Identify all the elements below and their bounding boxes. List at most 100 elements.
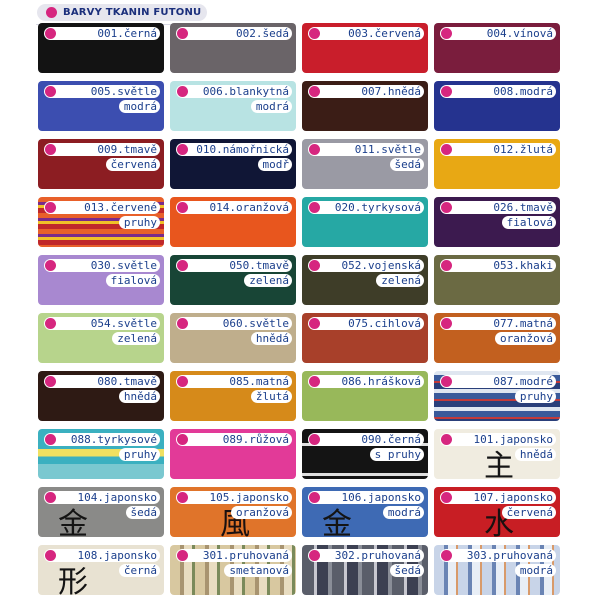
fabric-japan-brown[interactable]: 主 101.japonsko hnědá: [434, 429, 560, 479]
swatch-label-line: 303.pruhovaná: [440, 549, 556, 562]
swatch-name-continued: fialová: [105, 274, 160, 287]
swatch-label: 088.tyrkysové pruhy: [44, 433, 160, 463]
bullet-icon: [441, 202, 452, 213]
swatch-label: 004.vínová: [440, 27, 556, 42]
fabric-dark-red[interactable]: 009.tmavě červená: [38, 139, 164, 189]
swatch-label: 085.matná žlutá: [176, 375, 292, 405]
bullet-icon: [309, 86, 320, 97]
fabric-japan-blue[interactable]: 金 106.japonsko modrá: [302, 487, 428, 537]
bullet-icon: [177, 144, 188, 155]
bullet-icon: [45, 28, 56, 39]
fabric-brick[interactable]: 075.cihlová: [302, 313, 428, 363]
fabric-japan-red[interactable]: 水 107.japonsko červená: [434, 487, 560, 537]
swatch-code-name: 086.hrášková: [341, 375, 421, 388]
fabric-red[interactable]: 003.červená: [302, 23, 428, 73]
fabric-dark-green[interactable]: 050.tmavě zelená: [170, 255, 296, 305]
fabric-grey[interactable]: 002.šedá: [170, 23, 296, 73]
fabric-wine[interactable]: 004.vínová: [434, 23, 560, 73]
swatch-label-line: 013.červené: [44, 201, 160, 214]
swatch-label-line: 302.pruhovaná: [308, 549, 424, 562]
swatch-label: 060.světle hnědá: [176, 317, 292, 347]
swatch-label: 009.tmavě červená: [44, 143, 160, 173]
swatch-label-line: 301.pruhovaná: [176, 549, 292, 562]
swatch-label-line: 006.blankytná: [176, 85, 292, 98]
swatch-label: 011.světle šedá: [308, 143, 424, 173]
fabric-dark-brown[interactable]: 080.tmavě hnědá: [38, 371, 164, 421]
fabric-light-grey[interactable]: 011.světle šedá: [302, 139, 428, 189]
swatch-name-continued: pruhy: [118, 448, 160, 461]
bullet-icon: [177, 202, 188, 213]
swatch-label-line: 060.světle: [176, 317, 292, 330]
swatch-label: 005.světle modrá: [44, 85, 160, 115]
bullet-icon: [177, 550, 188, 561]
swatch-name-continued: žlutá: [250, 390, 292, 403]
fabric-turquoise[interactable]: 020.tyrkysová: [302, 197, 428, 247]
fabric-light-purple[interactable]: 030.světle fialová: [38, 255, 164, 305]
fabric-matte-orange[interactable]: 077.matná oranžová: [434, 313, 560, 363]
fabric-navy[interactable]: 010.námořnická modř: [170, 139, 296, 189]
swatch-label: 101.japonsko hnědá: [440, 433, 556, 463]
fabric-pea-green[interactable]: 086.hrášková: [302, 371, 428, 421]
fabric-japan-grey[interactable]: 金 104.japonsko šedá: [38, 487, 164, 537]
bullet-icon: [45, 550, 56, 561]
fabric-black[interactable]: 001.černá: [38, 23, 164, 73]
bullet-icon: [309, 376, 320, 387]
kanji-pattern-icon: 形: [58, 565, 88, 595]
swatch-name-continued: černá: [118, 564, 160, 577]
fabric-matte-yellow[interactable]: 085.matná žlutá: [170, 371, 296, 421]
swatch-code-name: 088.tyrkysové: [70, 433, 157, 446]
swatch-code-name: 002.šedá: [236, 27, 289, 40]
page-title: BARVY TKANIN FUTONU: [63, 7, 202, 18]
fabric-striped-grey[interactable]: 302.pruhovaná šedá: [302, 545, 428, 595]
swatch-label: 008.modrá: [440, 85, 556, 100]
bullet-icon: [441, 28, 452, 39]
fabric-light-blue[interactable]: 005.světle modrá: [38, 81, 164, 131]
fabric-orange[interactable]: 014.oranžová: [170, 197, 296, 247]
fabric-black-stripes[interactable]: 090.černá s pruhy: [302, 429, 428, 479]
fabric-khaki[interactable]: 053.khaki: [434, 255, 560, 305]
fabric-pink[interactable]: 089.růžová: [170, 429, 296, 479]
bullet-icon: [45, 202, 56, 213]
swatch-label-line: 030.světle: [44, 259, 160, 272]
fabric-sky-blue[interactable]: 006.blankytná modrá: [170, 81, 296, 131]
title-banner: BARVY TKANIN FUTONU: [37, 4, 207, 21]
swatch-label: 052.vojenská zelená: [308, 259, 424, 289]
swatch-label: 012.žlutá: [440, 143, 556, 158]
bullet-icon: [177, 376, 188, 387]
swatch-code-name: 077.matná: [493, 317, 553, 330]
swatch-label: 026.tmavě fialová: [440, 201, 556, 231]
fabric-blue[interactable]: 008.modrá: [434, 81, 560, 131]
fabric-light-green[interactable]: 054.světle zelená: [38, 313, 164, 363]
swatch-code-name: 006.blankytná: [202, 85, 289, 98]
swatch-label-line: 108.japonsko: [44, 549, 160, 562]
fabric-japan-orange[interactable]: 風 105.japonsko oranžová: [170, 487, 296, 537]
swatch-code-name: 053.khaki: [493, 259, 553, 272]
bullet-icon: [441, 492, 452, 503]
fabric-japan-black[interactable]: 形 108.japonsko černá: [38, 545, 164, 595]
swatch-label: 050.tmavě zelená: [176, 259, 292, 289]
swatch-code-name: 008.modrá: [493, 85, 553, 98]
fabric-red-stripes[interactable]: 013.červené pruhy: [38, 197, 164, 247]
fabric-brown[interactable]: 007.hnědá: [302, 81, 428, 131]
fabric-turquoise-stripes[interactable]: 088.tyrkysové pruhy: [38, 429, 164, 479]
swatch-label: 104.japonsko šedá: [44, 491, 160, 521]
fabric-light-brown[interactable]: 060.světle hnědá: [170, 313, 296, 363]
fabric-dark-purple[interactable]: 026.tmavě fialová: [434, 197, 560, 247]
swatch-code-name: 108.japonsko: [77, 549, 157, 562]
swatch-label: 020.tyrkysová: [308, 201, 424, 216]
fabric-blue-stripes[interactable]: 087.modré pruhy: [434, 371, 560, 421]
swatch-code-name: 301.pruhovaná: [202, 549, 289, 562]
fabric-army-green[interactable]: 052.vojenská zelená: [302, 255, 428, 305]
swatch-name-continued: hnědá: [118, 390, 160, 403]
swatch-label: 001.černá: [44, 27, 160, 42]
fabric-striped-cream[interactable]: 301.pruhovaná smetanová: [170, 545, 296, 595]
fabric-striped-blue[interactable]: 303.pruhovaná modrá: [434, 545, 560, 595]
swatch-name-continued: fialová: [501, 216, 556, 229]
swatch-label-line: 014.oranžová: [176, 201, 292, 214]
swatch-code-name: 106.japonsko: [341, 491, 421, 504]
swatch-name-continued: modř: [257, 158, 292, 171]
fabric-yellow[interactable]: 012.žlutá: [434, 139, 560, 189]
swatch-name-continued: oranžová: [495, 332, 556, 345]
swatch-code-name: 026.tmavě: [493, 201, 553, 214]
swatch-code-name: 075.cihlová: [348, 317, 421, 330]
